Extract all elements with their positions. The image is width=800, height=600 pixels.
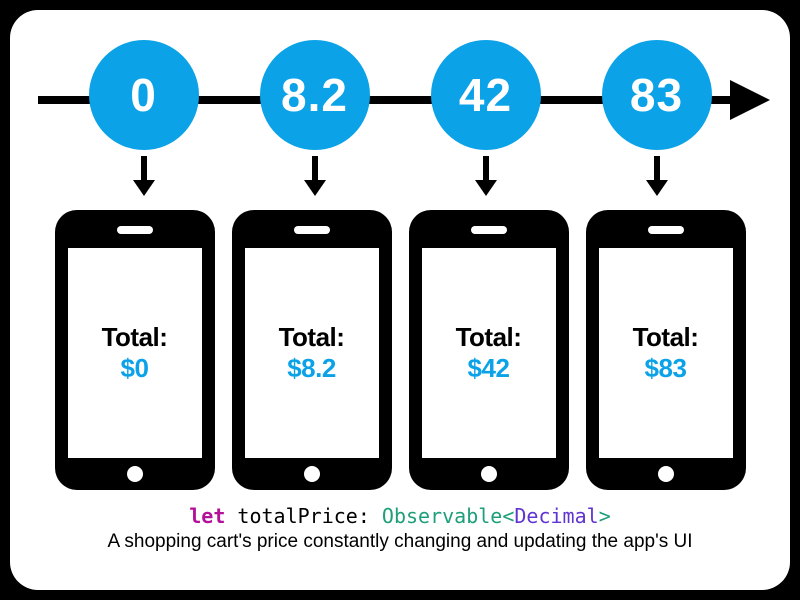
phone-mockup: Total: $42 [409,210,569,490]
phone-home-button-icon [481,466,497,482]
phone-speaker-icon [471,226,507,234]
timeline-item-0: 0 [74,40,214,196]
down-arrow-icon [473,156,499,196]
total-value: $8.2 [287,353,336,384]
phone-screen: Total: $83 [599,248,733,458]
value-circle: 0 [89,40,199,150]
phone-screen: Total: $42 [422,248,556,458]
timeline-circles: 0 8.2 42 83 [38,40,762,196]
phones-row: Total: $0 Total: $8.2 Total: $42 Total [38,210,762,490]
phone-speaker-icon [117,226,153,234]
down-arrow-icon [644,156,670,196]
total-value: $0 [121,353,149,384]
code-angle: > [599,504,611,528]
code-type: Observable [382,504,502,528]
total-value: $83 [645,353,687,384]
description-text: A shopping cart's price constantly chang… [38,530,762,555]
total-label: Total: [633,322,699,353]
timeline-item-3: 83 [587,40,727,196]
timeline-item-1: 8.2 [245,40,385,196]
total-label: Total: [279,322,345,353]
timeline-item-2: 42 [416,40,556,196]
phone-screen: Total: $0 [68,248,202,458]
phone-speaker-icon [648,226,684,234]
code-angle: < [502,504,514,528]
phone-screen: Total: $8.2 [245,248,379,458]
code-snippet: let totalPrice: Observable<Decimal> [38,504,762,528]
circle-value: 8.2 [281,68,348,122]
down-arrow-icon [131,156,157,196]
total-label: Total: [456,322,522,353]
down-arrow-icon [302,156,328,196]
phone-mockup: Total: $8.2 [232,210,392,490]
value-circle: 42 [431,40,541,150]
circle-value: 83 [630,68,683,122]
diagram-card: 0 8.2 42 83 Total: $0 [10,10,790,590]
value-circle: 83 [602,40,712,150]
phone-home-button-icon [127,466,143,482]
timeline: 0 8.2 42 83 [38,40,762,160]
total-label: Total: [102,322,168,353]
total-value: $42 [468,353,510,384]
phone-home-button-icon [304,466,320,482]
caption: let totalPrice: Observable<Decimal> A sh… [38,504,762,555]
value-circle: 8.2 [260,40,370,150]
circle-value: 0 [130,68,157,122]
circle-value: 42 [459,68,512,122]
code-identifier: totalPrice: [225,504,382,528]
code-type-param: Decimal [514,504,598,528]
phone-home-button-icon [658,466,674,482]
code-keyword: let [189,504,225,528]
phone-mockup: Total: $83 [586,210,746,490]
phone-mockup: Total: $0 [55,210,215,490]
phone-speaker-icon [294,226,330,234]
